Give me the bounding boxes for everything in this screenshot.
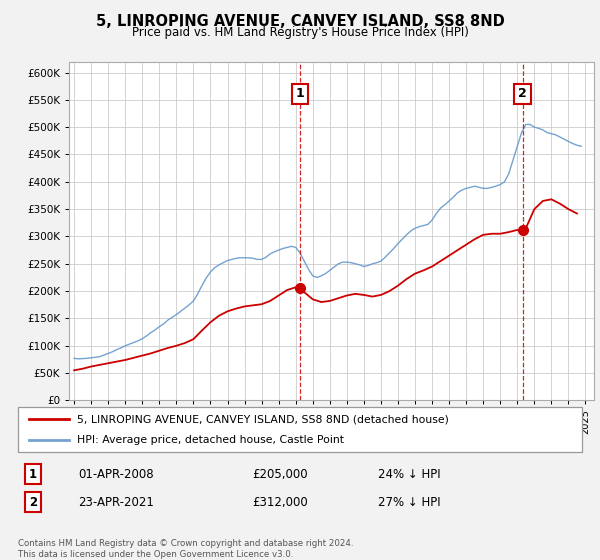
Text: 1: 1 bbox=[29, 468, 37, 481]
Text: £205,000: £205,000 bbox=[252, 468, 308, 481]
Text: 23-APR-2021: 23-APR-2021 bbox=[78, 496, 154, 509]
Text: HPI: Average price, detached house, Castle Point: HPI: Average price, detached house, Cast… bbox=[77, 435, 344, 445]
Text: 24% ↓ HPI: 24% ↓ HPI bbox=[378, 468, 440, 481]
Text: 5, LINROPING AVENUE, CANVEY ISLAND, SS8 8ND: 5, LINROPING AVENUE, CANVEY ISLAND, SS8 … bbox=[95, 14, 505, 29]
Text: 5, LINROPING AVENUE, CANVEY ISLAND, SS8 8ND (detached house): 5, LINROPING AVENUE, CANVEY ISLAND, SS8 … bbox=[77, 414, 449, 424]
Text: 01-APR-2008: 01-APR-2008 bbox=[78, 468, 154, 481]
Text: Contains HM Land Registry data © Crown copyright and database right 2024.
This d: Contains HM Land Registry data © Crown c… bbox=[18, 539, 353, 559]
FancyBboxPatch shape bbox=[18, 407, 582, 452]
Text: 27% ↓ HPI: 27% ↓ HPI bbox=[378, 496, 440, 509]
Text: 2: 2 bbox=[29, 496, 37, 509]
Text: Price paid vs. HM Land Registry's House Price Index (HPI): Price paid vs. HM Land Registry's House … bbox=[131, 26, 469, 39]
Text: £312,000: £312,000 bbox=[252, 496, 308, 509]
Text: 1: 1 bbox=[296, 87, 304, 100]
Text: 2: 2 bbox=[518, 87, 527, 100]
